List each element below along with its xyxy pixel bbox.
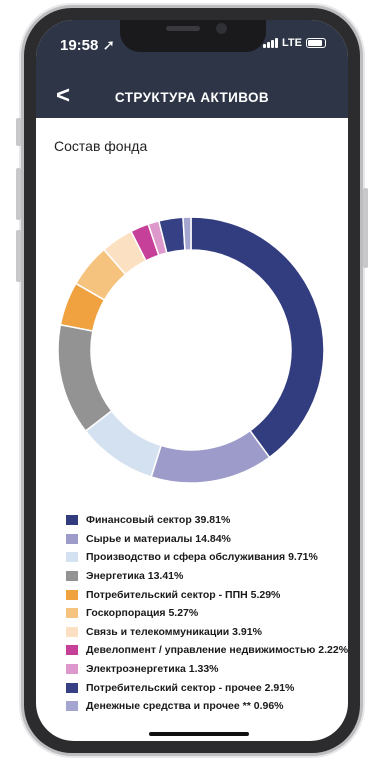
- legend-swatch: [66, 571, 78, 582]
- chevron-left-icon: <: [56, 82, 71, 109]
- front-camera: [216, 23, 227, 34]
- status-time: 19:58 ➚: [60, 37, 116, 54]
- network-type: LTE: [282, 37, 302, 49]
- legend-item: Сырье и материалы 14.84%: [66, 530, 348, 549]
- legend-label: Производство и сфера обслуживания 9.71%: [86, 551, 318, 564]
- legend-item: Девелопмент / управление недвижимостью 2…: [66, 641, 348, 660]
- donut-slice-4[interactable]: [57, 323, 113, 433]
- legend-item: Финансовый сектор 39.81%: [66, 511, 348, 530]
- legend-item: Энергетика 13.41%: [66, 567, 348, 586]
- phone-frame: 19:58 ➚ LTE < СТРУКТУРА АКТИВОВ Состав ф…: [16, 8, 368, 753]
- legend-label: Финансовый сектор 39.81%: [86, 514, 231, 527]
- legend-swatch: [66, 589, 78, 600]
- legend-swatch: [66, 552, 78, 563]
- legend-item: Производство и сфера обслуживания 9.71%: [66, 548, 348, 567]
- donut-slice-11[interactable]: [182, 216, 192, 251]
- legend-item: Потребительский сектор - прочее 2.91%: [66, 678, 348, 697]
- legend-swatch: [66, 645, 78, 656]
- app-screen: 19:58 ➚ LTE < СТРУКТУРА АКТИВОВ Состав ф…: [36, 20, 348, 741]
- legend-item: Госкорпорация 5.27%: [66, 604, 348, 623]
- volume-up-button: [16, 168, 21, 220]
- status-indicators: LTE: [263, 37, 326, 49]
- legend-swatch: [66, 682, 78, 693]
- legend-swatch: [66, 701, 78, 712]
- silent-switch: [16, 118, 21, 146]
- status-bar: 19:58 ➚ LTE: [36, 34, 348, 56]
- legend-swatch: [66, 515, 78, 526]
- legend-label: Девелопмент / управление недвижимостью 2…: [86, 644, 348, 657]
- legend-item: Денежные средства и прочее ** 0.96%: [66, 697, 348, 716]
- legend-label: Денежные средства и прочее ** 0.96%: [86, 700, 284, 713]
- legend-label: Сырье и материалы 14.84%: [86, 532, 231, 545]
- legend-label: Потребительский сектор - прочее 2.91%: [86, 681, 295, 694]
- legend-item: Электроэнергетика 1.33%: [66, 660, 348, 679]
- legend-item: Потребительский сектор - ППН 5.29%: [66, 585, 348, 604]
- legend-label: Энергетика 13.41%: [86, 570, 184, 583]
- app-header: 19:58 ➚ LTE < СТРУКТУРА АКТИВОВ: [36, 20, 348, 118]
- nav-bar: < СТРУКТУРА АКТИВОВ: [36, 82, 348, 112]
- signal-icon: [263, 38, 279, 48]
- legend-label: Госкорпорация 5.27%: [86, 607, 199, 620]
- donut-chart: [57, 216, 325, 484]
- power-button: [363, 188, 368, 268]
- legend-label: Связь и телекоммуникации 3.91%: [86, 625, 262, 638]
- legend-label: Электроэнергетика 1.33%: [86, 663, 219, 676]
- legend-label: Потребительский сектор - ППН 5.29%: [86, 588, 281, 601]
- legend-swatch: [66, 626, 78, 637]
- chart-legend: Финансовый сектор 39.81% Сырье и материал…: [66, 511, 348, 716]
- donut-slice-2[interactable]: [150, 429, 271, 484]
- section-title: Состав фонда: [54, 138, 148, 154]
- speaker-grille: [166, 26, 200, 31]
- page-title: СТРУКТУРА АКТИВОВ: [114, 90, 270, 105]
- battery-icon: [306, 38, 326, 48]
- legend-swatch: [66, 664, 78, 675]
- volume-down-button: [16, 230, 21, 282]
- home-indicator: [149, 732, 249, 736]
- back-button[interactable]: <: [56, 84, 70, 108]
- legend-swatch: [66, 533, 78, 544]
- donut-slice-1[interactable]: [190, 216, 325, 459]
- notch: [120, 20, 266, 52]
- legend-swatch: [66, 608, 78, 619]
- legend-item: Связь и телекоммуникации 3.91%: [66, 623, 348, 642]
